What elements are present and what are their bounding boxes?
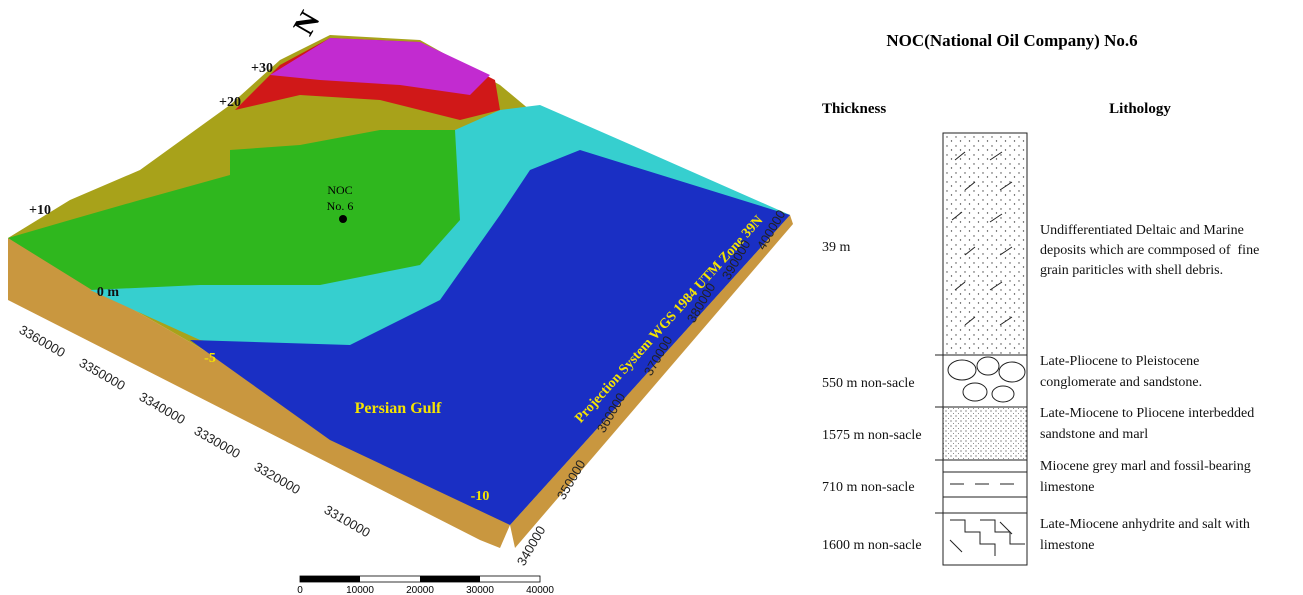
figure: N +30 +20 +10 0 m -5 -10 NOC No. 6 Persi… (0, 0, 1303, 595)
lithology-text: Late-Pliocene to Pleistocene (1040, 354, 1199, 369)
well-label: No. 6 (327, 199, 354, 213)
scale-label: 0 (297, 585, 303, 595)
lithology-text: limestone (1040, 480, 1094, 495)
lithology-text: sandstone and marl (1040, 427, 1148, 442)
thickness-label: 550 m non-sacle (822, 376, 915, 391)
contour-label: +10 (29, 203, 51, 218)
lithology-text: grain pariticles with shell debris. (1040, 263, 1223, 278)
contour-label: +20 (219, 95, 241, 110)
lithology-text: limestone (1040, 538, 1094, 553)
thickness-label: 710 m non-sacle (822, 480, 915, 495)
contour-label: -10 (471, 489, 490, 504)
scale-label: 40000 (526, 585, 554, 595)
column-header: Thickness (822, 101, 886, 117)
contour-label: +30 (251, 61, 273, 76)
scale-bar (300, 576, 540, 582)
lithology-text: Undifferentiated Deltaic and Marine (1040, 223, 1244, 238)
thickness-label: 1575 m non-sacle (822, 428, 922, 443)
layer-marl (943, 460, 1027, 513)
scale-label: 20000 (406, 585, 434, 595)
thickness-label: 39 m (822, 240, 851, 255)
lithology-text: Late-Miocene to Pliocene interbedded (1040, 406, 1254, 421)
sea-label: Persian Gulf (355, 400, 442, 417)
scale-label: 10000 (346, 585, 374, 595)
column-title: NOC(National Oil Company) No.6 (886, 31, 1137, 50)
lithology-text: conglomerate and sandstone. (1040, 375, 1202, 390)
lithology-column (935, 133, 1027, 565)
scale-bar-segment (300, 576, 360, 582)
well-label: NOC (327, 183, 352, 197)
layer-anhydrite (943, 513, 1027, 565)
scale-bar-segment (420, 576, 480, 582)
lithology-text: Late-Miocene anhydrite and salt with (1040, 517, 1250, 532)
body: N +30 +20 +10 0 m -5 -10 NOC No. 6 Persi… (0, 0, 1303, 595)
column-header: Lithology (1109, 101, 1171, 117)
well-marker (339, 215, 347, 223)
page: {"map": {"north": "N", "contours": ["+30… (0, 0, 1303, 595)
contour-label: -5 (204, 351, 216, 366)
scale-label: 30000 (466, 585, 494, 595)
layer-conglomerate (943, 355, 1027, 407)
layer-sandstone-marl (943, 407, 1027, 460)
contour-label: 0 m (97, 285, 120, 300)
lithology-text: deposits which are commposed of fine (1040, 243, 1259, 258)
thickness-label: 1600 m non-sacle (822, 538, 922, 553)
layer-sand (943, 133, 1027, 355)
lithology-text: Miocene grey marl and fossil-bearing (1040, 459, 1251, 474)
